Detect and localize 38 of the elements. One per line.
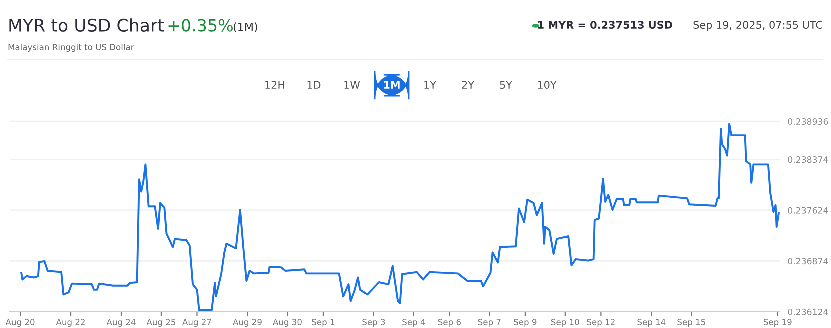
x-tick-label: Aug 22 (56, 319, 85, 328)
line-series (20, 123, 780, 312)
text: 1Y (424, 81, 437, 89)
x-tick-label: Aug 29 (233, 319, 262, 328)
chart-title: MYR to USD Chart (10, 18, 164, 32)
y-tick-label: 0.238374 (788, 156, 828, 164)
x-tick-label: Sep 9 (514, 319, 537, 328)
x-tick-label: Sep 7 (478, 319, 501, 328)
text: 2Y (462, 81, 475, 89)
x-tick-label: Sep 3 (362, 319, 386, 328)
text: (1M) (234, 22, 258, 33)
y-tick-label: 0.236874 (788, 258, 828, 265)
y-tick-label: 0.238936 (788, 118, 828, 126)
text: 1 MYR = 0.237513 USD (538, 21, 672, 30)
x-tick-label: Sep 6 (438, 319, 462, 328)
x-tick-label: Sep 1 (312, 319, 335, 328)
x-tick-label: Sep 10 (551, 319, 580, 328)
text: 1M (384, 81, 400, 89)
x-tick-label: Aug 30 (273, 319, 302, 328)
x-tick-label: Aug 27 (182, 319, 212, 328)
x-tick-label: Sep 14 (638, 319, 666, 328)
text: 12H (266, 81, 285, 89)
x-tick-label: Aug 20 (6, 319, 35, 328)
text: 1W (344, 81, 360, 89)
x-tick-label: Sep 12 (587, 319, 615, 328)
chart-subtitle: Malaysian Ringgit to US Dollar (8, 44, 134, 52)
y-tick-label: 0.237624 (788, 207, 828, 214)
x-tick-label: Sep 15 (678, 319, 706, 328)
x-tick-label: Sep 19 (764, 319, 792, 328)
text: 1D (308, 81, 321, 89)
x-tick-label: Aug 24 (106, 319, 136, 328)
x-tick-label: Aug 25 (146, 319, 176, 328)
text: Sep 19, 2025, 07:55 UTC (694, 21, 822, 32)
text: +0.35% (168, 19, 233, 32)
y-tick-label: 0.236124 (788, 308, 828, 316)
text: 10Y (538, 81, 557, 90)
x-tick-label: Sep 4 (402, 319, 426, 328)
text: 5Y (500, 81, 513, 90)
